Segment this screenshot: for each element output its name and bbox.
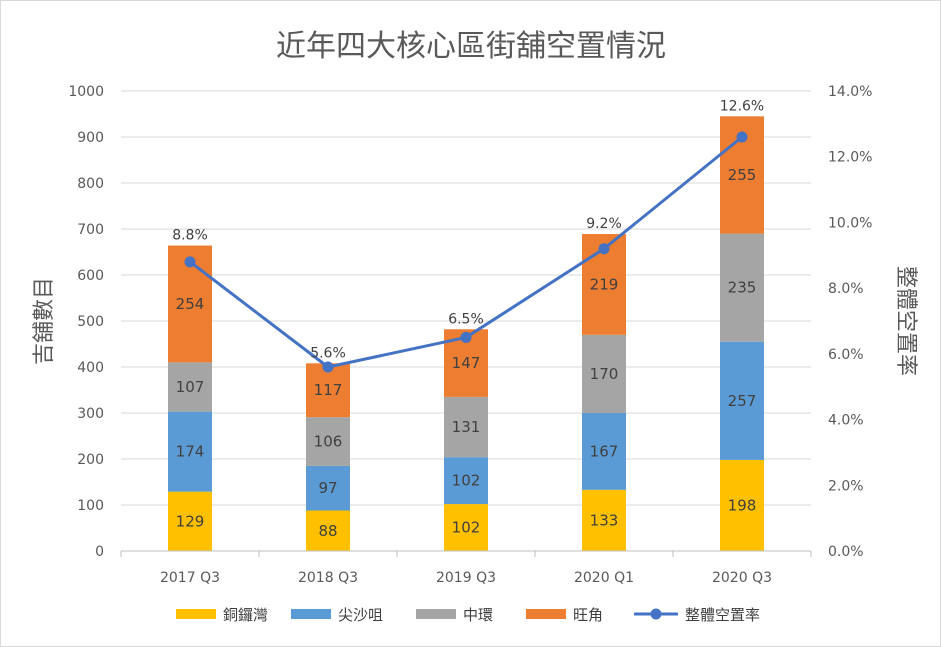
bar-segment bbox=[444, 504, 488, 551]
x-tick-label: 2020 Q1 bbox=[574, 570, 634, 586]
vacancy-data-label: 9.2% bbox=[586, 216, 622, 232]
y-tick-label: 800 bbox=[77, 176, 104, 192]
legend-swatch bbox=[416, 609, 456, 619]
y-tick-label: 200 bbox=[77, 452, 104, 468]
legend-swatch bbox=[291, 609, 331, 619]
legend-line-marker bbox=[650, 608, 662, 620]
bar-segment bbox=[444, 457, 488, 505]
bar-data-label: 257 bbox=[728, 392, 757, 410]
y-tick-label: 300 bbox=[77, 406, 104, 422]
bar-segment bbox=[582, 413, 626, 490]
x-tick-label: 2017 Q3 bbox=[160, 570, 220, 586]
x-tick-label: 2018 Q3 bbox=[298, 570, 358, 586]
y2-tick-label: 6.0% bbox=[828, 347, 864, 363]
y2-tick-label: 12.0% bbox=[828, 150, 872, 166]
bars: 129 174 107 254 88 97 106 117 102 102 131 147 133 167… bbox=[168, 116, 764, 551]
vacancy-point bbox=[460, 331, 472, 343]
bar-segment bbox=[582, 334, 626, 413]
y-tick-label: 1000 bbox=[68, 84, 104, 100]
bar-segment bbox=[306, 510, 350, 551]
bar-data-label: 97 bbox=[318, 479, 337, 497]
vacancy-point bbox=[736, 131, 748, 143]
y-tick-label: 600 bbox=[77, 268, 104, 284]
bar-segment bbox=[582, 489, 626, 551]
y-axis-left: 0 100 200 300 400 500 600 700 800 900 1000 bbox=[68, 84, 104, 560]
bar-segment bbox=[306, 465, 350, 511]
x-axis: 2017 Q3 2018 Q3 2019 Q3 2020 Q1 2020 Q3 bbox=[120, 550, 812, 586]
bar-data-label: 174 bbox=[176, 443, 205, 461]
vacancy-point bbox=[322, 361, 334, 373]
y-tick-label: 400 bbox=[77, 360, 104, 376]
bar-data-label: 106 bbox=[314, 433, 343, 451]
vacancy-data-label: 5.6% bbox=[310, 345, 346, 361]
bar-segment bbox=[168, 362, 212, 412]
y-tick-label: 900 bbox=[77, 130, 104, 146]
bar-segment bbox=[720, 341, 764, 460]
y2-tick-label: 14.0% bbox=[828, 84, 872, 100]
bar-data-label: 129 bbox=[176, 512, 205, 530]
legend-label: 尖沙咀 bbox=[338, 606, 383, 624]
y2-tick-label: 8.0% bbox=[828, 281, 864, 297]
legend-label: 旺角 bbox=[573, 606, 603, 624]
y-tick-label: 700 bbox=[77, 222, 104, 238]
legend-swatch bbox=[526, 609, 566, 619]
bar-segment bbox=[168, 411, 212, 492]
y2-tick-label: 2.0% bbox=[828, 478, 864, 494]
legend-label: 銅鑼灣 bbox=[223, 606, 268, 624]
bar-segment bbox=[720, 233, 764, 342]
y-axis-right: 0.0% 2.0% 4.0% 6.0% 8.0% 10.0% 12.0% 14.0% bbox=[828, 84, 872, 560]
legend: 銅鑼灣 尖沙咀 中環 旺角 整體空置率 bbox=[176, 606, 760, 624]
vacancy-point bbox=[184, 256, 196, 268]
y-tick-label: 0 bbox=[95, 544, 104, 560]
vacancy-point bbox=[598, 243, 610, 255]
bar-segment bbox=[720, 459, 764, 551]
y2-tick-label: 4.0% bbox=[828, 413, 864, 429]
bar-data-label: 131 bbox=[452, 418, 481, 436]
legend-label: 整體空置率 bbox=[685, 606, 760, 624]
y-axis-title-right: 整體空置率 bbox=[893, 266, 918, 376]
bar-data-label: 254 bbox=[176, 295, 205, 313]
bar-data-label: 198 bbox=[728, 496, 757, 514]
bar-segment bbox=[444, 396, 488, 458]
legend-swatch bbox=[176, 609, 216, 619]
bar-data-label: 219 bbox=[590, 275, 619, 293]
x-tick-label: 2020 Q3 bbox=[712, 570, 772, 586]
bar-data-label: 107 bbox=[176, 378, 205, 396]
bar-data-label: 255 bbox=[728, 166, 757, 184]
chart-title: 近年四大核心區街舖空置情況 bbox=[276, 29, 666, 64]
vacancy-data-label: 8.8% bbox=[172, 228, 208, 244]
bar-data-label: 170 bbox=[590, 365, 619, 383]
y2-tick-label: 10.0% bbox=[828, 215, 872, 231]
bar-data-label: 235 bbox=[728, 279, 757, 297]
vacancy-data-label: 6.5% bbox=[448, 311, 484, 327]
y-axis-title-left: 吉舖數目 bbox=[32, 277, 57, 365]
y2-tick-label: 0.0% bbox=[828, 544, 864, 560]
bar-segment bbox=[168, 491, 212, 551]
y-tick-label: 500 bbox=[77, 314, 104, 330]
x-tick-label: 2019 Q3 bbox=[436, 570, 496, 586]
bar-data-label: 147 bbox=[452, 354, 481, 372]
vacancy-rate-line: 8.8% 5.6% 6.5% 9.2% 12.6% bbox=[172, 98, 764, 373]
bar-data-label: 133 bbox=[590, 511, 619, 529]
gridlines bbox=[121, 90, 811, 506]
bar-data-label: 167 bbox=[590, 442, 619, 460]
y-tick-label: 100 bbox=[77, 498, 104, 514]
bar-data-label: 88 bbox=[318, 522, 337, 540]
bar-data-label: 117 bbox=[314, 381, 343, 399]
bar-data-label: 102 bbox=[452, 519, 481, 537]
bar-segment bbox=[306, 417, 350, 466]
bar-data-label: 102 bbox=[452, 472, 481, 490]
vacancy-data-label: 12.6% bbox=[720, 98, 764, 114]
legend-label: 中環 bbox=[463, 606, 493, 624]
